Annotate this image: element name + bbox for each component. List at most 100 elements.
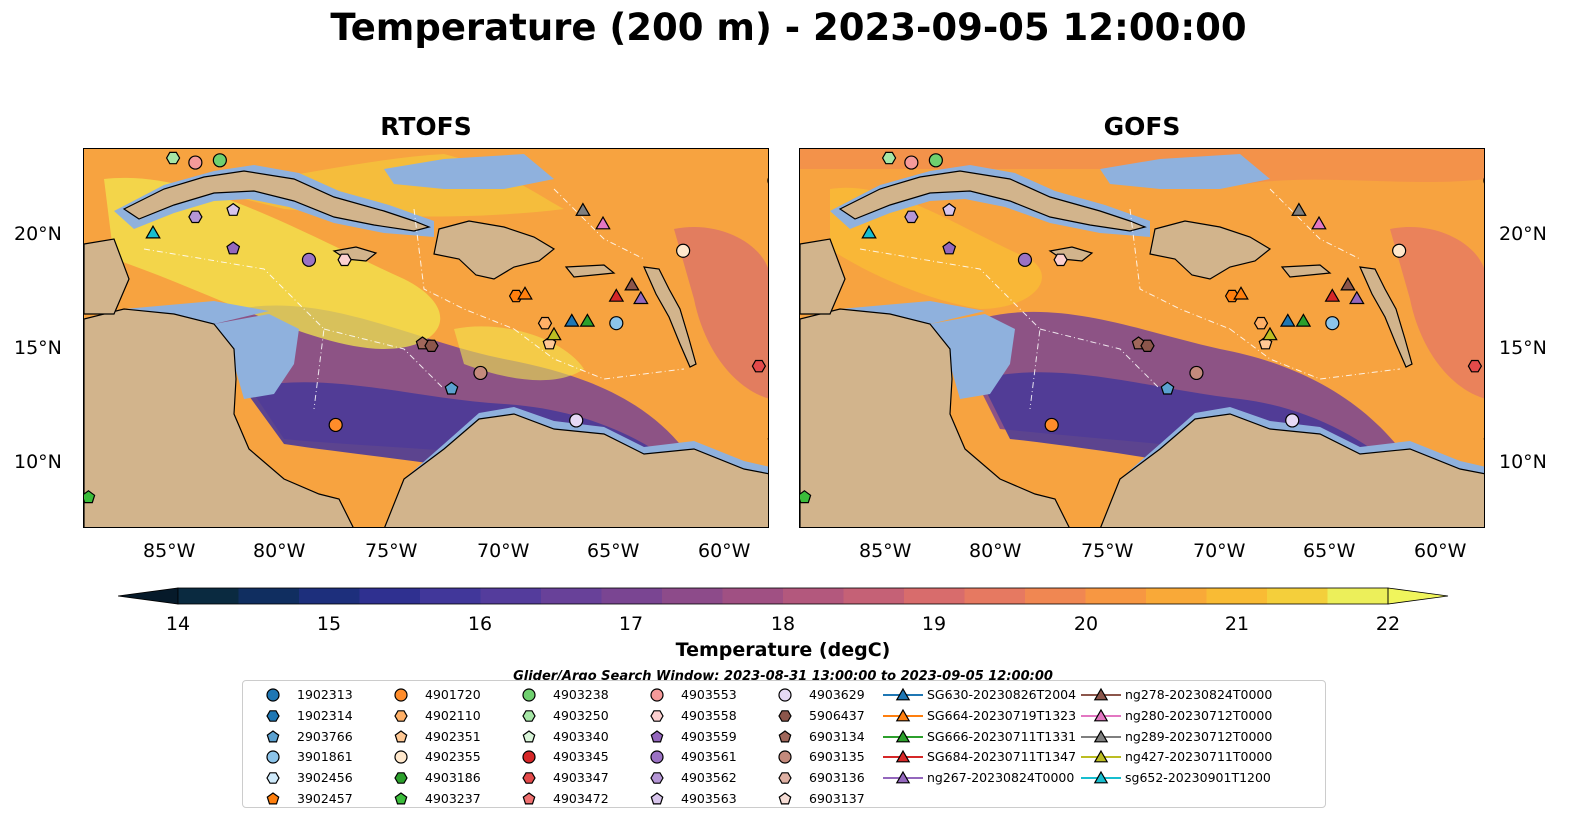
platform-marker-rtofs-10 (424, 339, 439, 352)
colorbar-bin-3 (359, 588, 421, 604)
legend-label: 4903347 (553, 770, 609, 786)
legend-marker-hexagon-icon (394, 772, 408, 784)
platform-marker-gofs-11 (1160, 381, 1175, 395)
land-puertorico-gofs (1280, 264, 1332, 278)
colorbar-tick-15: 15 (316, 613, 342, 635)
lat-label-20n-right: 20°N (1499, 223, 1547, 245)
legend-label: 4903238 (553, 687, 609, 702)
legend-label: 4903472 (553, 791, 609, 806)
platform-marker-gofs-22 (1324, 288, 1341, 302)
shelf-nicaragua-gofs (930, 314, 1015, 399)
eez-line-gofs-2 (1269, 188, 1361, 260)
colorbar-bin-2 (299, 588, 360, 604)
legend-marker-pentagon-icon (778, 792, 792, 805)
legend-label: 5906437 (809, 707, 865, 723)
lon-label-60w-left: 60°W (698, 540, 751, 562)
lon-label-80w-left: 80°W (253, 540, 306, 562)
legend-label: SG666-20230711T1331 (927, 728, 1077, 744)
legend-symbol (778, 688, 792, 702)
legend-symbol (650, 750, 664, 764)
land-centralam-gofs (800, 308, 1070, 527)
colorbar-tick-22: 22 (1375, 613, 1401, 635)
colorbar-bin-14 (1025, 588, 1086, 604)
panel-title-rtofs: RTOFS (380, 112, 472, 141)
colorbar-tick-19: 19 (921, 613, 947, 635)
platform-marker-rtofs-31 (767, 177, 768, 184)
legend-marker-pentagon-icon (266, 792, 280, 805)
land-cuba-gofs (838, 170, 1147, 232)
legend-label: 4903561 (681, 749, 737, 765)
legend-label: 6903134 (809, 728, 865, 744)
land-centralam-rtofs (84, 308, 354, 527)
legend-label: 3901861 (297, 749, 353, 765)
colorbar-bin-15 (1085, 588, 1147, 604)
legend-symbol (778, 772, 792, 784)
legend-symbol (1093, 750, 1109, 763)
map-panel-rtofs (83, 148, 769, 528)
legend-symbol (895, 687, 911, 701)
legend-symbol (778, 729, 792, 743)
map-rtofs (84, 149, 768, 527)
platform-marker-rtofs-19 (563, 313, 580, 327)
legend-symbol (522, 792, 536, 805)
legend-marker-pentagon-icon (266, 729, 280, 743)
platform-marker-rtofs-4 (188, 210, 203, 224)
legend-symbol (650, 729, 664, 743)
platform-marker-rtofs-28 (569, 413, 584, 428)
land-southam-rtofs (384, 413, 768, 527)
legend-label: ng267-20230824T0000 (927, 770, 1075, 786)
platform-marker-rtofs-16 (537, 316, 553, 330)
platform-marker-gofs-10 (1140, 339, 1155, 352)
legend-marker-triangle-icon (1081, 729, 1121, 742)
colorbar-bin-17 (1206, 588, 1268, 604)
legend-symbol (650, 772, 664, 784)
lon-label-75w-left: 75°W (365, 540, 418, 562)
legend-marker-triangle-icon (883, 729, 923, 742)
legend-marker-triangle-icon (883, 750, 923, 763)
legend-marker-hexagon-icon (778, 709, 792, 722)
platform-marker-rtofs-27 (676, 243, 691, 258)
legend-symbol (266, 729, 280, 743)
platform-marker-rtofs-6 (226, 241, 241, 255)
legend-marker-hexagon-icon (778, 772, 792, 784)
eez-line-gofs-4 (1229, 328, 1401, 380)
legend-symbol (522, 729, 536, 743)
temp-field-gofs-3 (1390, 227, 1484, 399)
legend-symbol (394, 772, 408, 784)
platform-marker-gofs-15 (1233, 286, 1249, 300)
legend-marker-pentagon-icon (650, 792, 664, 805)
legend-label: 4901720 (425, 687, 481, 702)
legend-label: 4903562 (681, 770, 737, 786)
legend-marker-triangle-icon (1081, 750, 1121, 763)
legend-label: ng289-20230712T0000 (1125, 728, 1273, 744)
platform-marker-rtofs-23 (624, 276, 640, 291)
lat-label-15n-left: 15°N (14, 337, 62, 359)
platform-marker-rtofs-15 (517, 286, 533, 300)
platform-marker-rtofs-13 (328, 417, 343, 433)
legend-marker-triangle-icon (1081, 687, 1121, 701)
legend-label: 4903345 (553, 749, 609, 765)
legend-label: 4902351 (425, 728, 481, 744)
legend-symbol (778, 709, 792, 722)
eez-line-rtofs-4 (513, 328, 685, 380)
colorbar-bin-8 (662, 588, 723, 604)
platform-marker-rtofs-30 (767, 438, 768, 440)
legend-symbol (394, 750, 408, 764)
colorbar-tick-14: 14 (165, 613, 191, 635)
eez-line-rtofs-2 (553, 188, 645, 260)
legend-label: SG664-20230719T1323 (927, 707, 1077, 723)
legend-label: ng280-20230712T0000 (1125, 707, 1273, 723)
lon-label-70w-right: 70°W (1193, 540, 1246, 562)
legend-label: SG630-20230826T2004 (927, 687, 1077, 702)
legend-symbol (1093, 770, 1109, 784)
platform-marker-rtofs-7 (301, 252, 317, 267)
eez-line-rtofs-3 (323, 328, 445, 390)
platform-marker-gofs-21 (1325, 316, 1340, 331)
platform-marker-gofs-16 (1253, 316, 1269, 330)
legend-marker-circle-icon (266, 750, 280, 764)
colorbar-bin-5 (480, 588, 542, 604)
legend-symbol (394, 688, 408, 702)
legend-marker-hexagon-icon (650, 772, 664, 784)
lon-label-80w-right: 80°W (969, 540, 1022, 562)
legend-symbol (266, 772, 280, 784)
